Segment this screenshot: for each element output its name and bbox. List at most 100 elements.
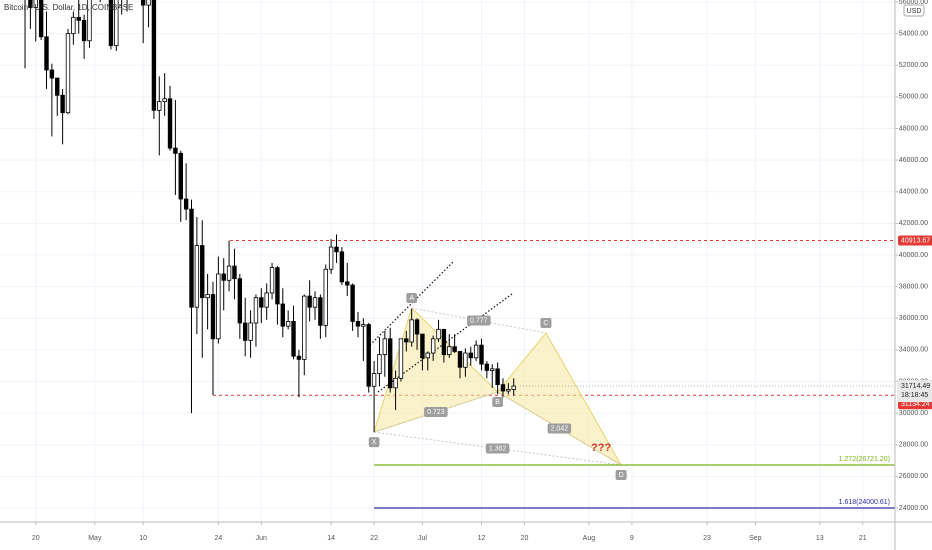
candle-body bbox=[511, 385, 516, 390]
candle-body bbox=[436, 328, 441, 340]
pattern-point-label-box bbox=[540, 317, 552, 328]
chart-title: Bitcoin / U.S. Dollar, 1D, COINBASE bbox=[4, 3, 133, 12]
y-tick-label: 48000.00 bbox=[899, 125, 928, 132]
candle-body bbox=[398, 338, 404, 379]
candle-body bbox=[371, 373, 377, 387]
y-tick-label: 28000.00 bbox=[899, 442, 928, 449]
candle-body bbox=[205, 294, 210, 299]
y-tick-label: 52000.00 bbox=[899, 62, 928, 69]
x-tick-label: 23 bbox=[703, 535, 711, 542]
candle-body bbox=[38, 0, 44, 38]
x-tick-label: Jun bbox=[256, 535, 267, 542]
candle-body bbox=[355, 321, 361, 327]
candle-body bbox=[65, 33, 71, 114]
candle-body bbox=[425, 352, 430, 359]
candle-body bbox=[216, 273, 221, 340]
grid bbox=[0, 0, 895, 522]
candle-body bbox=[221, 273, 226, 281]
candle-body bbox=[108, 0, 114, 47]
x-tick-label: 22 bbox=[370, 535, 378, 542]
candle-body bbox=[76, 16, 81, 21]
candle-body bbox=[226, 265, 232, 281]
currency-box[interactable] bbox=[903, 4, 925, 17]
x-tick-label: 14 bbox=[327, 535, 335, 542]
candle-body bbox=[151, 0, 157, 111]
x-tick-label: 20 bbox=[521, 535, 529, 542]
candle-body bbox=[33, 0, 38, 8]
candle-body bbox=[178, 152, 183, 200]
candle-body bbox=[296, 355, 302, 360]
candle-body bbox=[49, 69, 55, 79]
candle-body bbox=[345, 281, 350, 286]
y-tick-label: 42000.00 bbox=[899, 220, 928, 227]
ratio-label: 0.777 bbox=[470, 317, 488, 324]
axes: 24000.0026000.0028000.0030000.0032000.00… bbox=[32, 0, 932, 542]
pattern-point-label: B bbox=[495, 399, 500, 406]
candle-body bbox=[473, 344, 479, 359]
candle-body bbox=[237, 278, 243, 324]
candle-body bbox=[285, 321, 291, 327]
pattern-point-label-box bbox=[492, 396, 503, 407]
candle-body bbox=[189, 208, 194, 308]
x-tick-label: Aug bbox=[583, 535, 596, 542]
candle-body bbox=[146, 0, 151, 6]
pattern-point-label: A bbox=[409, 295, 414, 302]
y-tick-label: 40000.00 bbox=[899, 252, 928, 259]
candle-body bbox=[200, 245, 205, 299]
candle-body bbox=[506, 389, 511, 392]
x-tick-label: 9 bbox=[630, 535, 634, 542]
candle-body bbox=[500, 384, 506, 392]
candle-body bbox=[81, 19, 87, 42]
y-tick-label: 46000.00 bbox=[899, 157, 928, 164]
y-tick-label: 30000.00 bbox=[899, 410, 928, 417]
y-tick-label: 36000.00 bbox=[899, 315, 928, 322]
fib-label: 1.272(26721.20) bbox=[839, 456, 890, 463]
pattern-point-label-box bbox=[615, 469, 627, 480]
ratio-label: 2.042 bbox=[551, 425, 569, 432]
x-tick-label: 21 bbox=[859, 535, 867, 542]
pattern-point-label-box bbox=[368, 437, 380, 448]
y-tick-label: 26000.00 bbox=[899, 473, 928, 480]
candle-body bbox=[328, 246, 334, 270]
x-tick-label: May bbox=[88, 535, 102, 542]
candle-body bbox=[468, 352, 473, 359]
ratio-label-box bbox=[424, 407, 448, 418]
candle-body bbox=[291, 321, 296, 357]
candle-body bbox=[387, 338, 393, 389]
candle-body bbox=[232, 265, 237, 280]
candle-body bbox=[302, 295, 307, 360]
candle-body bbox=[44, 36, 49, 71]
candle-body bbox=[361, 324, 366, 327]
ratio-label-box bbox=[485, 443, 510, 454]
y-tick-label: 50000.00 bbox=[899, 94, 928, 101]
plot-area: 1.272(26721.20) 1.618(24000.61) X A B C D 0.723… bbox=[22, 0, 895, 509]
candle-body bbox=[60, 94, 65, 114]
candle-body bbox=[87, 0, 92, 42]
candle-body bbox=[463, 352, 468, 368]
candle-body bbox=[253, 297, 259, 324]
candle-body bbox=[243, 322, 248, 341]
candle-body bbox=[167, 98, 173, 149]
price-line-label-box bbox=[898, 235, 932, 246]
candle-body bbox=[210, 294, 216, 340]
candle-body bbox=[194, 245, 200, 308]
candle-body bbox=[479, 344, 484, 365]
candle-body bbox=[447, 346, 452, 356]
ratio-label-box bbox=[467, 315, 491, 326]
candle-body bbox=[183, 198, 189, 210]
candle-body bbox=[323, 268, 328, 326]
fib-label: 1.618(24000.61) bbox=[839, 499, 890, 506]
candle-body bbox=[140, 0, 146, 6]
candle-body bbox=[259, 297, 264, 308]
candle-body bbox=[275, 267, 280, 305]
candle-body bbox=[312, 297, 318, 308]
y-tick-label: 24000.00 bbox=[899, 505, 928, 512]
candle-body bbox=[366, 324, 371, 387]
price-line-label: 31134.24 bbox=[901, 401, 930, 408]
candle-body bbox=[484, 363, 490, 371]
candle-body bbox=[382, 338, 388, 356]
candle-body bbox=[28, 0, 33, 8]
